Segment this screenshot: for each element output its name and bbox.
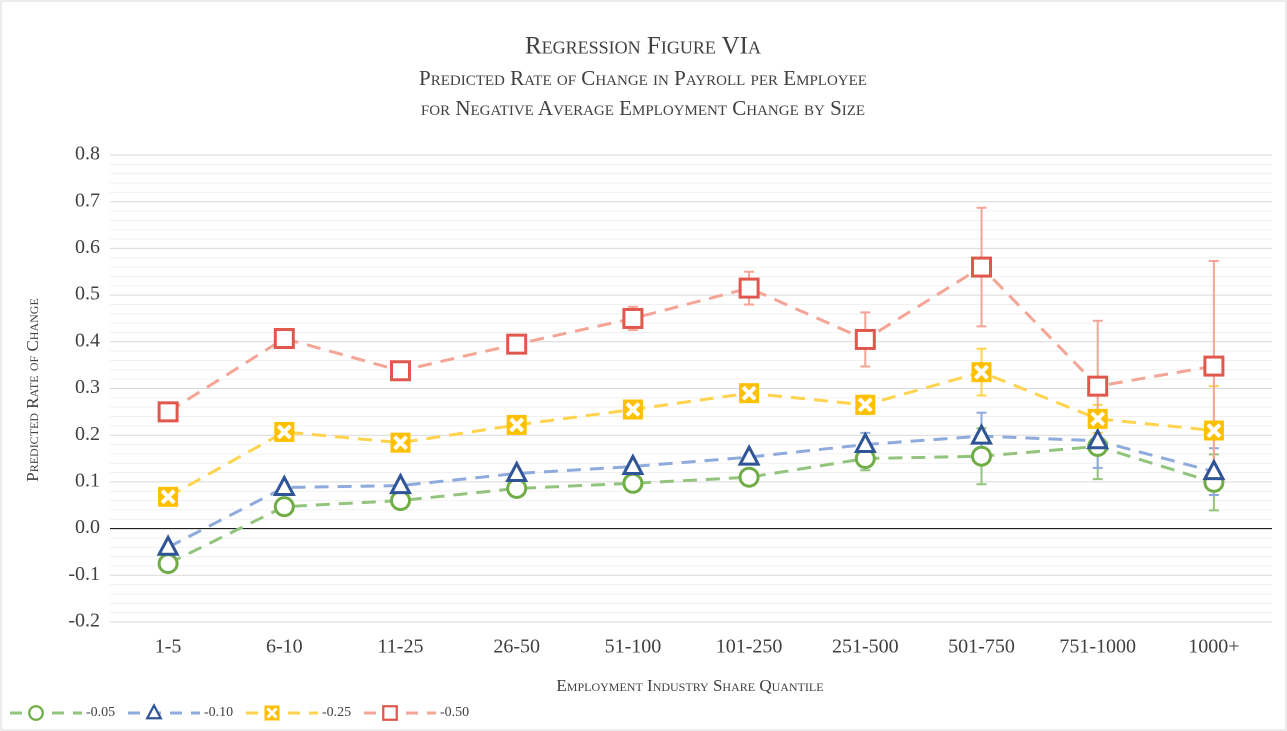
point [738, 466, 760, 488]
point [971, 362, 992, 383]
marker-cross [509, 417, 525, 433]
y-axis-label: Predicted Rate of Change [23, 298, 42, 482]
point [737, 443, 761, 466]
y-tick-label: 0.2 [75, 423, 100, 445]
point [739, 383, 760, 404]
point [1203, 420, 1224, 441]
point [970, 422, 993, 445]
x-tick-label: 1000+ [1188, 636, 1239, 658]
point [853, 431, 877, 454]
point [854, 328, 876, 350]
series-line [167, 370, 1215, 499]
point [971, 445, 992, 467]
y-tick-label: 0.1 [75, 469, 100, 491]
point [738, 277, 760, 299]
y-tick-label: 0.0 [75, 516, 100, 538]
x-tick-label: 51-100 [605, 636, 662, 658]
legend-label: -0.25 [322, 705, 351, 720]
point [1086, 427, 1110, 450]
y-tick-label: 0.5 [75, 283, 100, 305]
point [506, 333, 528, 355]
point [390, 360, 411, 382]
y-tick-label: 0.7 [75, 189, 100, 211]
y-tick-label: 0.4 [75, 329, 100, 351]
series-line [167, 434, 1215, 549]
x-tick-label: 6-10 [266, 636, 303, 658]
point [506, 414, 527, 435]
point [855, 394, 876, 415]
x-tick-label: 251-500 [832, 636, 899, 658]
point [156, 534, 180, 556]
marker-cross [741, 385, 757, 401]
point [157, 553, 179, 575]
chart-subtitle: for Negative Average Employment Change b… [421, 96, 865, 120]
x-tick-label: 1-5 [155, 636, 182, 658]
legend-marker [145, 703, 163, 720]
marker-cross [1206, 423, 1222, 438]
legend-label: -0.50 [440, 705, 469, 720]
legend-label: -0.10 [204, 705, 233, 720]
x-tick-label: 11-25 [378, 636, 424, 658]
chart-subtitle: Predicted Rate of Change in Payroll per … [419, 66, 867, 90]
x-tick-label: 101-250 [716, 636, 783, 658]
point [622, 399, 643, 420]
point [158, 486, 179, 507]
y-tick-label: 0.3 [75, 376, 100, 398]
point [389, 472, 412, 495]
point [971, 256, 992, 278]
marker-cross [974, 364, 989, 380]
point [1087, 408, 1108, 429]
marker-cross [266, 707, 278, 719]
y-tick-label: -0.1 [68, 563, 100, 585]
point [622, 307, 644, 329]
series-line [167, 444, 1215, 565]
point [621, 453, 645, 475]
legend-marker [28, 705, 44, 721]
point [390, 490, 411, 512]
marker-cross [160, 489, 176, 505]
legend-label: -0.05 [86, 705, 115, 720]
legend-marker [382, 705, 398, 721]
point [1202, 458, 1226, 481]
x-tick-label: 26-50 [493, 636, 540, 658]
point [505, 460, 529, 482]
marker-cross [276, 424, 292, 440]
y-tick-label: -0.2 [68, 610, 100, 632]
point [1087, 375, 1109, 397]
marker-cross [393, 435, 408, 451]
point [1203, 355, 1225, 377]
point [506, 477, 528, 499]
point [157, 401, 179, 423]
point [622, 472, 644, 494]
y-tick-label: 0.8 [75, 143, 100, 165]
marker-cross [625, 402, 641, 417]
y-tick-label: 0.6 [75, 236, 100, 258]
point [272, 474, 296, 497]
point [274, 421, 295, 442]
point [273, 328, 295, 350]
point [390, 432, 411, 453]
legend-marker [264, 705, 280, 721]
marker-cross [1090, 411, 1106, 427]
series-line [167, 265, 1215, 414]
x-tick-label: 501-750 [948, 636, 1015, 658]
chart-title: Regression Figure VIa [525, 33, 761, 60]
marker-cross [857, 397, 873, 413]
x-axis-label: Employment Industry Share Quantile [556, 676, 823, 695]
x-tick-label: 751-1000 [1059, 636, 1136, 658]
point [273, 496, 295, 518]
